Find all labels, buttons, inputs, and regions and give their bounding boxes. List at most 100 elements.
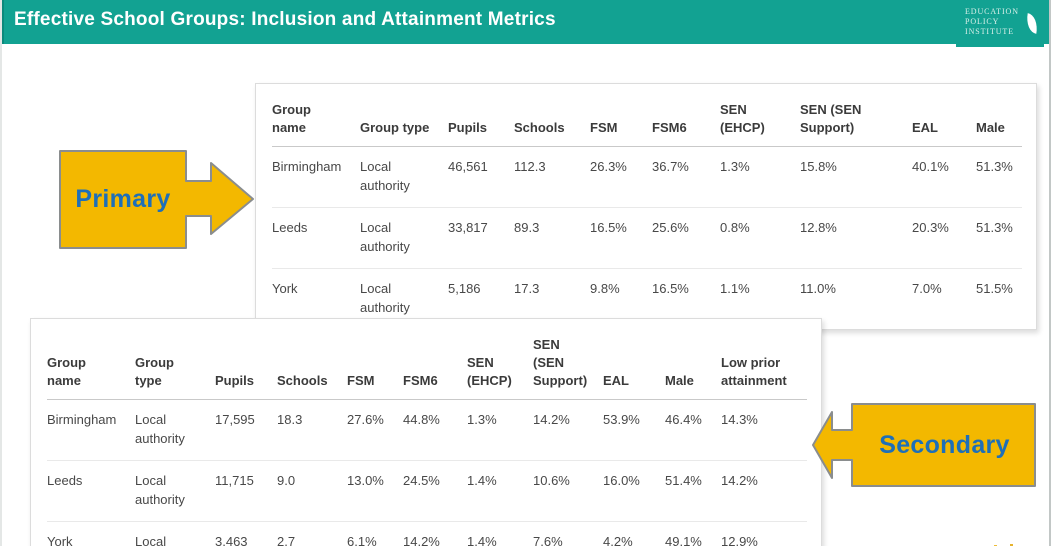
column-header: Group type bbox=[135, 319, 215, 400]
column-header: FSM6 bbox=[403, 319, 467, 400]
cell: 40.1% bbox=[912, 146, 976, 208]
cell: 14.2% bbox=[533, 399, 603, 461]
column-header: Group name bbox=[47, 319, 135, 400]
cell: 51.3% bbox=[976, 207, 1022, 269]
cell: 14.2% bbox=[721, 460, 807, 522]
secondary-table-card: Group name Group type Pupils Schools FSM… bbox=[30, 318, 822, 546]
column-header: Male bbox=[976, 84, 1022, 147]
cell: Birmingham bbox=[47, 399, 135, 461]
column-header: EAL bbox=[603, 319, 665, 400]
column-header: Schools bbox=[277, 319, 347, 400]
logo-line: EDUCATION bbox=[965, 7, 1019, 16]
cell: 17,595 bbox=[215, 399, 277, 461]
cell: 11,715 bbox=[215, 460, 277, 522]
cell: Local authority bbox=[360, 207, 448, 269]
cell: 1.4% bbox=[467, 460, 533, 522]
cell: Leeds bbox=[47, 460, 135, 522]
cell: 46,561 bbox=[448, 146, 514, 208]
table-row: Birmingham Local authority 46,561 112.3 … bbox=[272, 146, 1022, 208]
cell: 6.1% bbox=[347, 534, 377, 546]
cell: Local authority bbox=[135, 460, 215, 522]
primary-header-row: Group name Group type Pupils Schools FSM… bbox=[272, 84, 1022, 147]
cell: 27.6% bbox=[347, 399, 403, 461]
cell: 0.8% bbox=[720, 207, 800, 269]
table-row: Birmingham Local authority 17,595 18.3 2… bbox=[47, 399, 807, 461]
cell: 7.6% bbox=[533, 534, 563, 546]
epi-logo: EDUCATION POLICY INSTITUTE bbox=[956, 0, 1044, 47]
cell: 9.8% bbox=[590, 281, 620, 296]
table-row: York Local authority 5,186 17.3 9.8% 16.… bbox=[272, 269, 1022, 330]
cell: 53.9% bbox=[603, 399, 665, 461]
left-arrow-icon bbox=[812, 403, 1036, 487]
header-bar: Effective School Groups: Inclusion and A… bbox=[2, 0, 1049, 44]
cell: Local authority bbox=[360, 281, 410, 315]
column-header: Pupils bbox=[448, 84, 514, 147]
table-row: Leeds Local authority 33,817 89.3 16.5% … bbox=[272, 207, 1022, 269]
logo-line: POLICY bbox=[965, 17, 1000, 26]
cell: 51.4% bbox=[665, 460, 721, 522]
cell: 4.2% bbox=[603, 534, 633, 546]
column-header: FSM6 bbox=[652, 84, 720, 147]
cell: 25.6% bbox=[652, 207, 720, 269]
cell: 16.5% bbox=[590, 207, 652, 269]
cell: 16.0% bbox=[603, 460, 665, 522]
secondary-table: Group name Group type Pupils Schools FSM… bbox=[47, 319, 807, 546]
cell: Local authority bbox=[135, 534, 167, 546]
cell: 26.3% bbox=[590, 146, 652, 208]
cell: 15.8% bbox=[800, 146, 912, 208]
primary-callout-label: Primary bbox=[75, 185, 171, 213]
right-arrow-icon bbox=[59, 150, 254, 249]
cell: 9.0 bbox=[277, 460, 347, 522]
column-header: SEN (EHCP) bbox=[467, 319, 533, 400]
cropped-footer-logo bbox=[987, 538, 1029, 546]
secondary-callout-label: Secondary bbox=[879, 430, 1010, 459]
cell: 11.0% bbox=[800, 281, 836, 296]
cell: Local authority bbox=[360, 146, 448, 208]
column-header: SEN (EHCP) bbox=[720, 84, 800, 147]
column-header: Group name bbox=[272, 84, 360, 147]
cell: 16.5% bbox=[652, 281, 689, 296]
column-header: Group type bbox=[360, 84, 448, 147]
cell: 1.3% bbox=[467, 399, 533, 461]
cell: 12.8% bbox=[800, 207, 912, 269]
primary-table: Group name Group type Pupils Schools FSM… bbox=[272, 84, 1022, 329]
cell: 24.5% bbox=[403, 460, 467, 522]
cell: 1.3% bbox=[720, 146, 800, 208]
cell: 51.3% bbox=[976, 146, 1022, 208]
cell: 14.2% bbox=[403, 534, 440, 546]
table-row: York Local authority 3,463 2.7 6.1% 14.2… bbox=[47, 522, 807, 546]
column-header: FSM bbox=[590, 84, 652, 147]
secondary-header-row: Group name Group type Pupils Schools FSM… bbox=[47, 319, 807, 400]
cell: 1.1% bbox=[720, 281, 750, 296]
column-header: SEN (SEN Support) bbox=[800, 84, 912, 147]
cell: 46.4% bbox=[665, 399, 721, 461]
primary-callout: Primary bbox=[59, 150, 254, 249]
cell: 3,463 bbox=[215, 534, 248, 546]
column-header: Pupils bbox=[215, 319, 277, 400]
cell: 17.3 bbox=[514, 281, 540, 296]
cell: 12.9% bbox=[721, 534, 758, 546]
cell: York bbox=[47, 534, 73, 546]
column-header: Low prior attainment bbox=[721, 319, 807, 400]
cell: 36.7% bbox=[652, 146, 720, 208]
column-header: Male bbox=[665, 319, 721, 400]
page-title: Effective School Groups: Inclusion and A… bbox=[14, 9, 556, 30]
cell: 1.4% bbox=[467, 534, 497, 546]
secondary-callout: Secondary bbox=[812, 403, 1037, 487]
cell: 89.3 bbox=[514, 207, 590, 269]
cell: 14.3% bbox=[721, 399, 807, 461]
cell: 33,817 bbox=[448, 207, 514, 269]
table-row: Leeds Local authority 11,715 9.0 13.0% 2… bbox=[47, 460, 807, 522]
primary-table-card: Group name Group type Pupils Schools FSM… bbox=[255, 83, 1037, 330]
logo-line: INSTITUTE bbox=[965, 27, 1014, 36]
cell: Leeds bbox=[272, 207, 360, 269]
cell: 20.3% bbox=[912, 207, 976, 269]
cell: 2.7 bbox=[277, 534, 296, 546]
cell: 5,186 bbox=[448, 281, 481, 296]
cell: 7.0% bbox=[912, 281, 942, 296]
cell: 18.3 bbox=[277, 399, 347, 461]
cell: 13.0% bbox=[347, 460, 403, 522]
column-header: SEN (SEN Support) bbox=[533, 319, 603, 400]
cell: 112.3 bbox=[514, 146, 590, 208]
